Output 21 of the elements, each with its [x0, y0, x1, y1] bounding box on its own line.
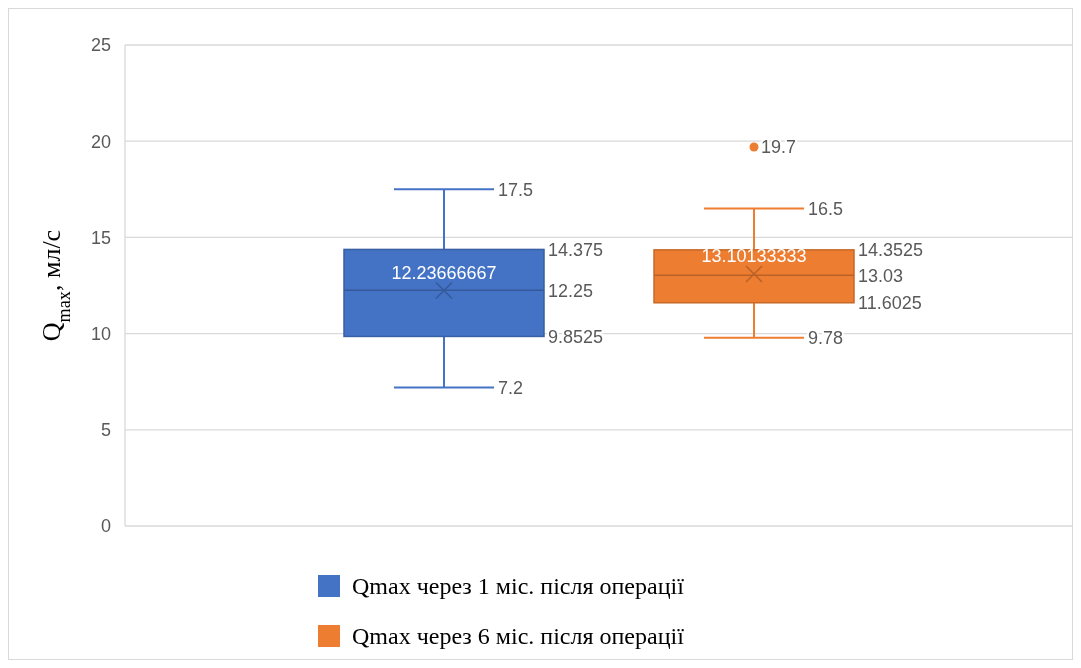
annotation: 12.25 [548, 280, 594, 301]
annotation: 7.2 [498, 377, 524, 398]
annotation: 13.10133333 [701, 246, 807, 267]
annotation: 16.5 [808, 198, 844, 219]
y-tick-label: 25 [90, 35, 111, 56]
y-tick-label: 10 [90, 323, 111, 344]
y-tick-label: 20 [90, 131, 111, 152]
annotation: 14.3525 [858, 240, 924, 261]
annotation: 19.7 [761, 137, 797, 158]
annotation: 9.8525 [548, 326, 604, 347]
legend-label: Qmax через 1 міс. після операції [352, 573, 685, 600]
annotation: 13.03 [858, 265, 904, 286]
annotation: 14.375 [548, 239, 604, 260]
annotation: 12.23666667 [391, 262, 497, 283]
y-tick-label: 15 [90, 227, 111, 248]
annotation: 17.5 [498, 179, 534, 200]
y-tick-label: 5 [100, 420, 111, 441]
annotation: 11.6025 [858, 293, 922, 314]
legend-label: Qmax через 6 міс. після операції [352, 623, 685, 650]
y-tick-label: 0 [100, 516, 111, 537]
annotation: 9.78 [808, 328, 844, 349]
